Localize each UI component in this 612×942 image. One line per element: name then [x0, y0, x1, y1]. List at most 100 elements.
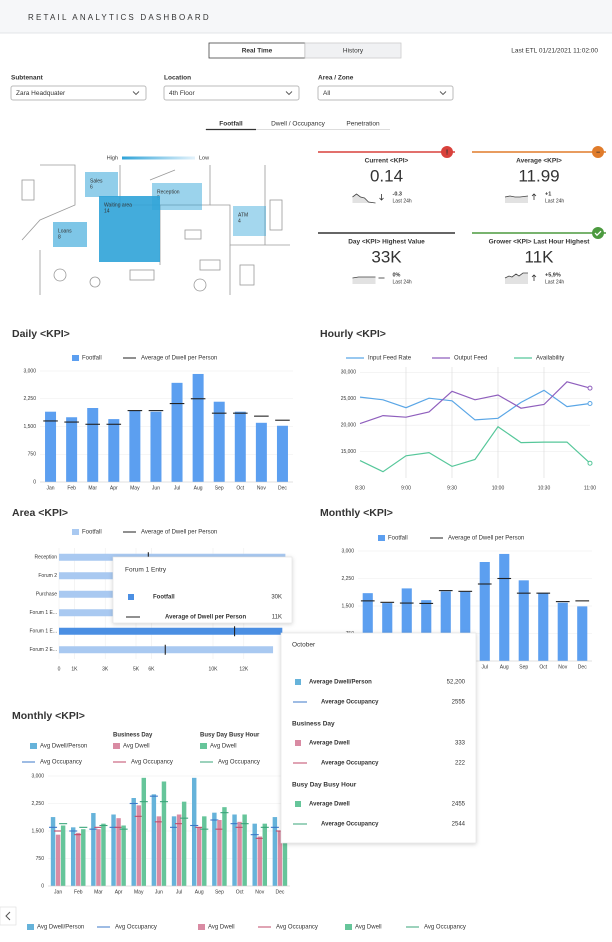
- tab[interactable]: [304, 42, 402, 59]
- filter-value[interactable]: All: [323, 90, 331, 97]
- filter-value[interactable]: Zara Headquater: [16, 90, 66, 97]
- kpi-period: Last 24h: [545, 198, 564, 204]
- bar: [66, 417, 78, 482]
- legend-group: Business Day: [113, 733, 153, 739]
- bar: [217, 820, 222, 886]
- sparkline: [504, 272, 528, 279]
- kpi-title: Day <KPI> Highest Value: [348, 239, 425, 246]
- bar: [60, 825, 66, 886]
- subtab[interactable]: Dwell / Occupancy: [271, 121, 326, 128]
- kpi-title: Grower <KPI> Last Hour Highest: [489, 239, 591, 246]
- chart-title: Monthly <KPI>: [320, 507, 393, 519]
- filter-value[interactable]: 4th Floor: [169, 90, 195, 97]
- bar: [382, 603, 393, 661]
- bar: [101, 823, 106, 886]
- filter-select[interactable]: [163, 85, 300, 101]
- x-tick-label: Mar: [88, 485, 97, 491]
- y-tick-label: Purchase: [36, 592, 57, 598]
- bar: [557, 602, 568, 661]
- chevron: [439, 91, 447, 96]
- legend-label: Availability: [536, 356, 564, 362]
- legend-label: Input Feed Rate: [368, 356, 412, 362]
- kpi-value: 11.99: [518, 166, 559, 185]
- filter-select[interactable]: [10, 85, 147, 101]
- legend-label: Average of Dwell per Person: [141, 530, 217, 536]
- bar: [272, 817, 278, 886]
- legend-label: Footfall: [82, 530, 102, 536]
- x-tick-label: 0: [58, 666, 61, 672]
- legend-label: Avg Occupancy: [40, 760, 82, 766]
- bar: [121, 825, 126, 886]
- x-tick-label: Dec: [578, 664, 587, 670]
- sparkline: [352, 276, 376, 279]
- kpi-delta: +1: [545, 191, 551, 197]
- x-tick-label: Jul: [174, 485, 180, 491]
- tooltip-title: October: [292, 642, 316, 649]
- room-name: Loans: [58, 228, 72, 234]
- bar: [192, 373, 204, 482]
- x-tick-label: Oct: [539, 664, 547, 670]
- room-name: ATM: [238, 212, 248, 218]
- kpi-delta: -0.3: [393, 191, 402, 197]
- tooltip-swatch: [295, 740, 301, 746]
- bar: [151, 794, 157, 886]
- y-tick-label: 1,500: [23, 424, 36, 430]
- bar: [45, 411, 57, 482]
- bar: [237, 821, 242, 886]
- subtab[interactable]: Footfall: [219, 121, 243, 128]
- y-tick-label: 3,000: [31, 773, 44, 779]
- bar: [191, 777, 197, 886]
- subtab[interactable]: Penetration: [346, 121, 380, 128]
- room-value: 4: [238, 218, 241, 224]
- legend-low: Low: [199, 155, 209, 161]
- tab-label[interactable]: Real Time: [242, 48, 273, 55]
- room-name: Waiting area: [104, 202, 132, 208]
- bar: [577, 606, 588, 661]
- y-tick-label: 3,000: [23, 368, 36, 374]
- collapse-button[interactable]: [0, 906, 17, 926]
- bar: [136, 805, 141, 886]
- legend-swatch: [30, 743, 37, 749]
- collapse-icon[interactable]: [5, 911, 11, 921]
- x-tick-label: Aug: [195, 889, 204, 895]
- tooltip-row-value: 11K: [272, 615, 282, 621]
- x-tick-label: 9:30: [447, 485, 457, 491]
- trend-arrow: [531, 274, 537, 281]
- tab-label[interactable]: History: [343, 48, 364, 55]
- bar: [222, 807, 227, 886]
- filter-label: Location: [164, 75, 191, 82]
- x-tick-label: Jul: [482, 664, 488, 670]
- filter-select[interactable]: [317, 85, 454, 101]
- room-value: 8: [58, 234, 61, 240]
- x-tick-label: Apr: [110, 485, 118, 491]
- bar: [129, 410, 141, 482]
- bar: [232, 814, 237, 886]
- filter-label: Area / Zone: [318, 75, 354, 82]
- x-tick-label: Nov: [257, 485, 266, 491]
- y-tick-label: 0: [41, 883, 44, 889]
- room-heat: [233, 206, 266, 236]
- x-tick-label: Oct: [236, 889, 244, 895]
- header-bar: [0, 0, 612, 33]
- bar: [212, 812, 217, 886]
- bar: [50, 817, 56, 886]
- x-tick-label: Jan: [54, 889, 62, 895]
- bar: [131, 798, 136, 886]
- y-tick-label: 2,250: [23, 396, 36, 402]
- kpi-value: 0.14: [370, 166, 403, 185]
- bar: [171, 382, 183, 482]
- kpi-delta: 0%: [393, 272, 401, 278]
- bar: [440, 591, 451, 661]
- bar: [202, 816, 207, 886]
- y-tick-label: 25,000: [341, 396, 357, 402]
- legend-label: Output Feed: [454, 356, 487, 362]
- heat-gradient: [122, 156, 195, 160]
- y-tick-label: 0: [33, 479, 36, 485]
- series-line: [359, 389, 591, 421]
- tooltip-heading: Busy Day Busy Hour: [292, 782, 357, 789]
- legend-label: Avg Occupancy: [115, 925, 157, 931]
- legend-label: Avg Dwell: [210, 744, 237, 750]
- x-tick-label: Sep: [519, 664, 528, 670]
- status-badge-text: !: [446, 149, 448, 156]
